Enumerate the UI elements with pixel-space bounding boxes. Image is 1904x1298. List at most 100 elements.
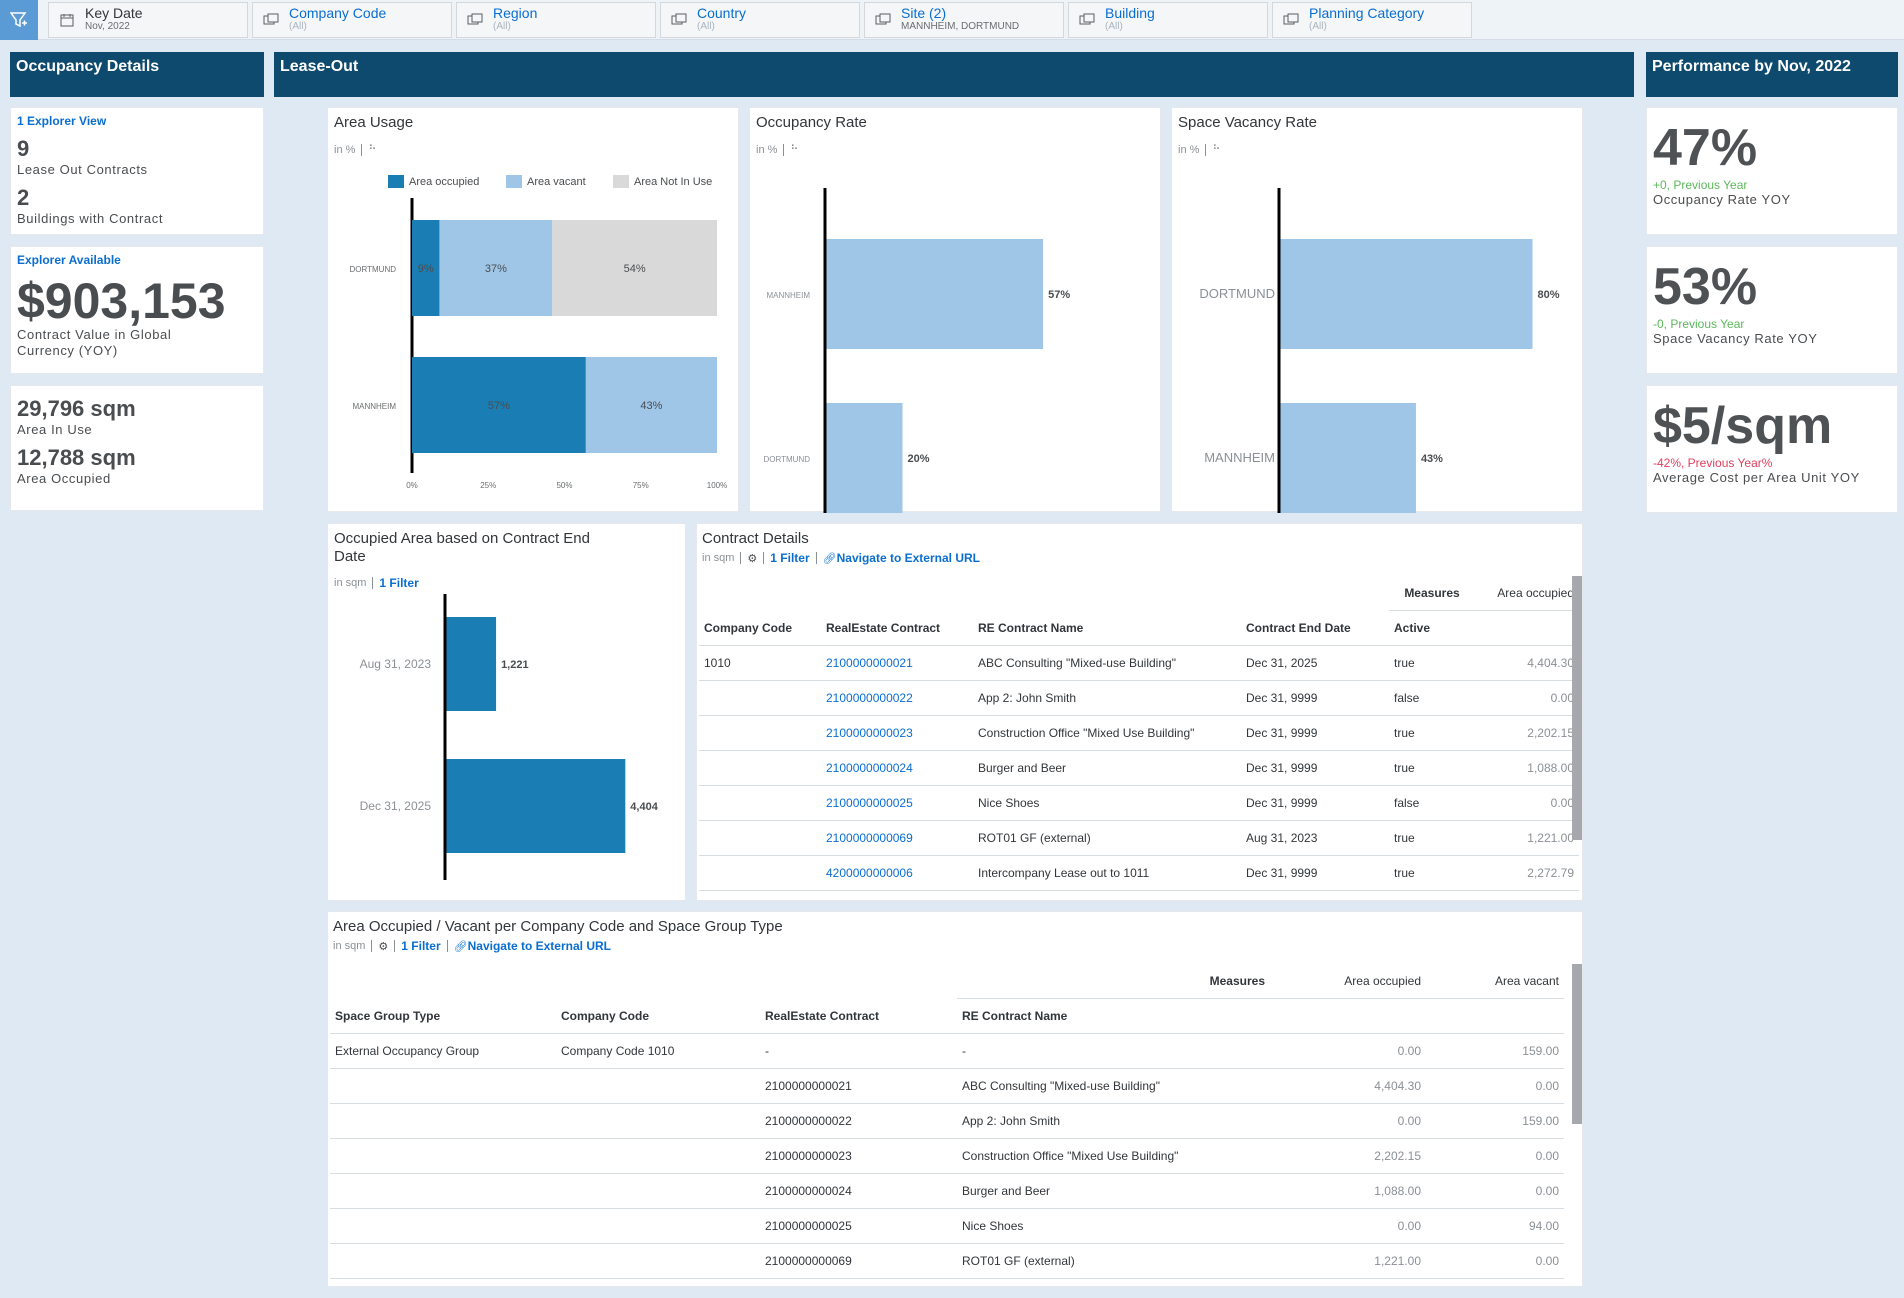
table-row[interactable]: 2100000000025 Nice Shoes 0.00 94.00 [330, 1209, 1564, 1244]
table-row[interactable]: 4200000000006 Intercompany Lease out to 1… [699, 856, 1579, 891]
legend-label: Area vacant [527, 176, 586, 188]
table-cell: 1,221.00 [1475, 821, 1579, 856]
filter-chip-company-code[interactable]: Company Code (All) [252, 2, 452, 38]
contract-link[interactable]: 2100000000022 [821, 681, 973, 716]
table-cell [556, 1069, 760, 1104]
measure-header-vacant[interactable]: Area vacant [1426, 964, 1564, 999]
buildings-label: Buildings with Contract [17, 211, 164, 226]
data-label: 20% [908, 453, 930, 465]
contract-link[interactable]: 4200000000006 [821, 856, 973, 891]
column-header[interactable]: Active [1389, 611, 1475, 646]
table-cell: - [760, 1034, 957, 1069]
table-row[interactable]: 2100000000024 Burger and Beer Dec 31, 9999… [699, 751, 1579, 786]
bar [1280, 403, 1416, 513]
member-selector-icon [253, 13, 289, 27]
column-header[interactable]: Company Code [556, 999, 760, 1034]
table-row[interactable]: 2100000000022 App 2: John Smith 0.00 159.00 [330, 1104, 1564, 1139]
column-header[interactable]: RE Contract Name [973, 611, 1241, 646]
hierarchy-icon[interactable]: ⠓ [790, 144, 799, 156]
table-cell [330, 1174, 556, 1209]
table-cell: ABC Consulting "Mixed-use Building" [957, 1069, 1270, 1104]
filter-chip-building[interactable]: Building (All) [1068, 2, 1268, 38]
table-cell: 94.00 [1426, 1209, 1564, 1244]
filter-chip-planning-category[interactable]: Planning Category (All) [1272, 2, 1472, 38]
lease-out-header: Lease-Out [274, 52, 1634, 97]
measure-header-occupied[interactable]: Area occupied [1270, 964, 1426, 999]
column-header[interactable]: RE Contract Name [957, 999, 1270, 1034]
filter-chip-text: Country (All) [697, 6, 746, 34]
table-row[interactable]: 2100000000023 Construction Office "Mixed … [330, 1139, 1564, 1174]
filter-link[interactable]: 1 Filter [770, 551, 810, 565]
table-cell: ABC Consulting "Mixed-use Building" [973, 646, 1241, 681]
navigate-external-url-link[interactable]: Navigate to External URL [467, 939, 611, 953]
table-row[interactable]: 2100000000025 Nice Shoes Dec 31, 9999 false… [699, 786, 1579, 821]
hierarchy-icon[interactable]: ⠓ [368, 144, 377, 156]
explorer-available-link[interactable]: Explorer Available [17, 253, 121, 267]
explorer-view-link[interactable]: 1 Explorer View [17, 114, 107, 128]
column-header[interactable]: Contract End Date [1241, 611, 1389, 646]
filter-bar: Key Date Nov, 2022 Company Code (All) Region… [0, 0, 1904, 40]
vertical-scrollbar[interactable] [1572, 964, 1582, 1124]
table-row[interactable]: 2100000000021 ABC Consulting "Mixed-use B… [330, 1069, 1564, 1104]
filter-chip-country[interactable]: Country (All) [660, 2, 860, 38]
settings-icon[interactable]: ⚙ [747, 552, 758, 565]
cost-delta: -42%, Previous Year% [1653, 456, 1773, 470]
table-cell: Dec 31, 2025 [1241, 646, 1389, 681]
hierarchy-icon[interactable]: ⠓ [1212, 144, 1221, 156]
contract-value-label: Contract Value in Global Currency (YOY) [17, 327, 172, 358]
x-tick-label: 75% [633, 481, 649, 490]
unit-label: in sqm [333, 940, 366, 952]
table-cell: 0.00 [1426, 1069, 1564, 1104]
contract-link[interactable]: 2100000000069 [821, 821, 973, 856]
category-label: DORTMUND [349, 265, 396, 274]
contract-link[interactable]: 2100000000023 [821, 716, 973, 751]
contract-value: $903,153 [17, 273, 226, 329]
filter-chip-key-date[interactable]: Key Date Nov, 2022 [48, 2, 248, 38]
occupancy-rate-panel: Occupancy Rate in % ⠓ MANNHEIM 57% DORTMUND… [749, 107, 1161, 513]
bar [1280, 239, 1533, 349]
table-cell: true [1389, 646, 1475, 681]
table-row[interactable]: 2100000000024 Burger and Beer 1,088.00 0.00 [330, 1174, 1564, 1209]
filter-value: (All) [289, 21, 307, 32]
table-row[interactable]: External Occupancy Group Company Code 101… [330, 1034, 1564, 1069]
navigate-external-url-link[interactable]: Navigate to External URL [836, 551, 980, 565]
vertical-scrollbar[interactable] [1572, 576, 1582, 840]
settings-icon[interactable]: ⚙ [378, 940, 389, 953]
filter-toggle-button[interactable] [0, 0, 38, 40]
table-row[interactable]: 1010 2100000000021 ABC Consulting "Mixed-u… [699, 646, 1579, 681]
category-label: MANNHEIM [352, 402, 396, 411]
column-header-empty [1475, 611, 1579, 646]
category-label: DORTMUND [763, 455, 810, 464]
column-header[interactable]: RealEstate Contract [760, 999, 957, 1034]
measure-header[interactable]: Area occupied [1475, 576, 1579, 611]
filter-link[interactable]: 1 Filter [379, 576, 419, 590]
table-cell: 0.00 [1426, 1174, 1564, 1209]
legend-label: Area Not In Use [634, 176, 712, 188]
filter-label: Key Date [85, 5, 143, 21]
vacancy-rate-value: 53% [1653, 258, 1758, 316]
table-row[interactable]: 2100000000022 App 2: John Smith Dec 31, 99… [699, 681, 1579, 716]
table-cell: Company Code 1010 [556, 1034, 760, 1069]
filter-link[interactable]: 1 Filter [401, 939, 441, 953]
column-header[interactable]: Space Group Type [330, 999, 556, 1034]
contract-link[interactable]: 2100000000024 [821, 751, 973, 786]
contract-link[interactable]: 2100000000021 [821, 646, 973, 681]
table-row[interactable]: 2100000000069 ROT01 GF (external) Aug 31, … [699, 821, 1579, 856]
bar-segment [585, 357, 717, 453]
column-header[interactable]: Company Code [699, 611, 821, 646]
table-cell: Nice Shoes [957, 1209, 1270, 1244]
filter-chip-text: Building (All) [1105, 6, 1155, 34]
table-row[interactable]: 2100000000023 Construction Office "Mixed … [699, 716, 1579, 751]
filter-chip-region[interactable]: Region (All) [456, 2, 656, 38]
column-header[interactable]: RealEstate Contract [821, 611, 973, 646]
table-cell: Burger and Beer [957, 1174, 1270, 1209]
contract-link[interactable]: 2100000000025 [821, 786, 973, 821]
table-cell: 2,272.79 [1475, 856, 1579, 891]
table-row[interactable]: 2100000000069 ROT01 GF (external) 1,221.00… [330, 1244, 1564, 1279]
occupancy-rate-title: Occupancy Rate [756, 114, 867, 131]
filter-chip-site[interactable]: Site (2) MANNHEIM, DORTMUND [864, 2, 1064, 38]
area-in-use-value: 29,796 sqm [17, 396, 136, 421]
table-cell [699, 821, 821, 856]
table-cell [556, 1104, 760, 1139]
bar-segment [412, 220, 440, 316]
